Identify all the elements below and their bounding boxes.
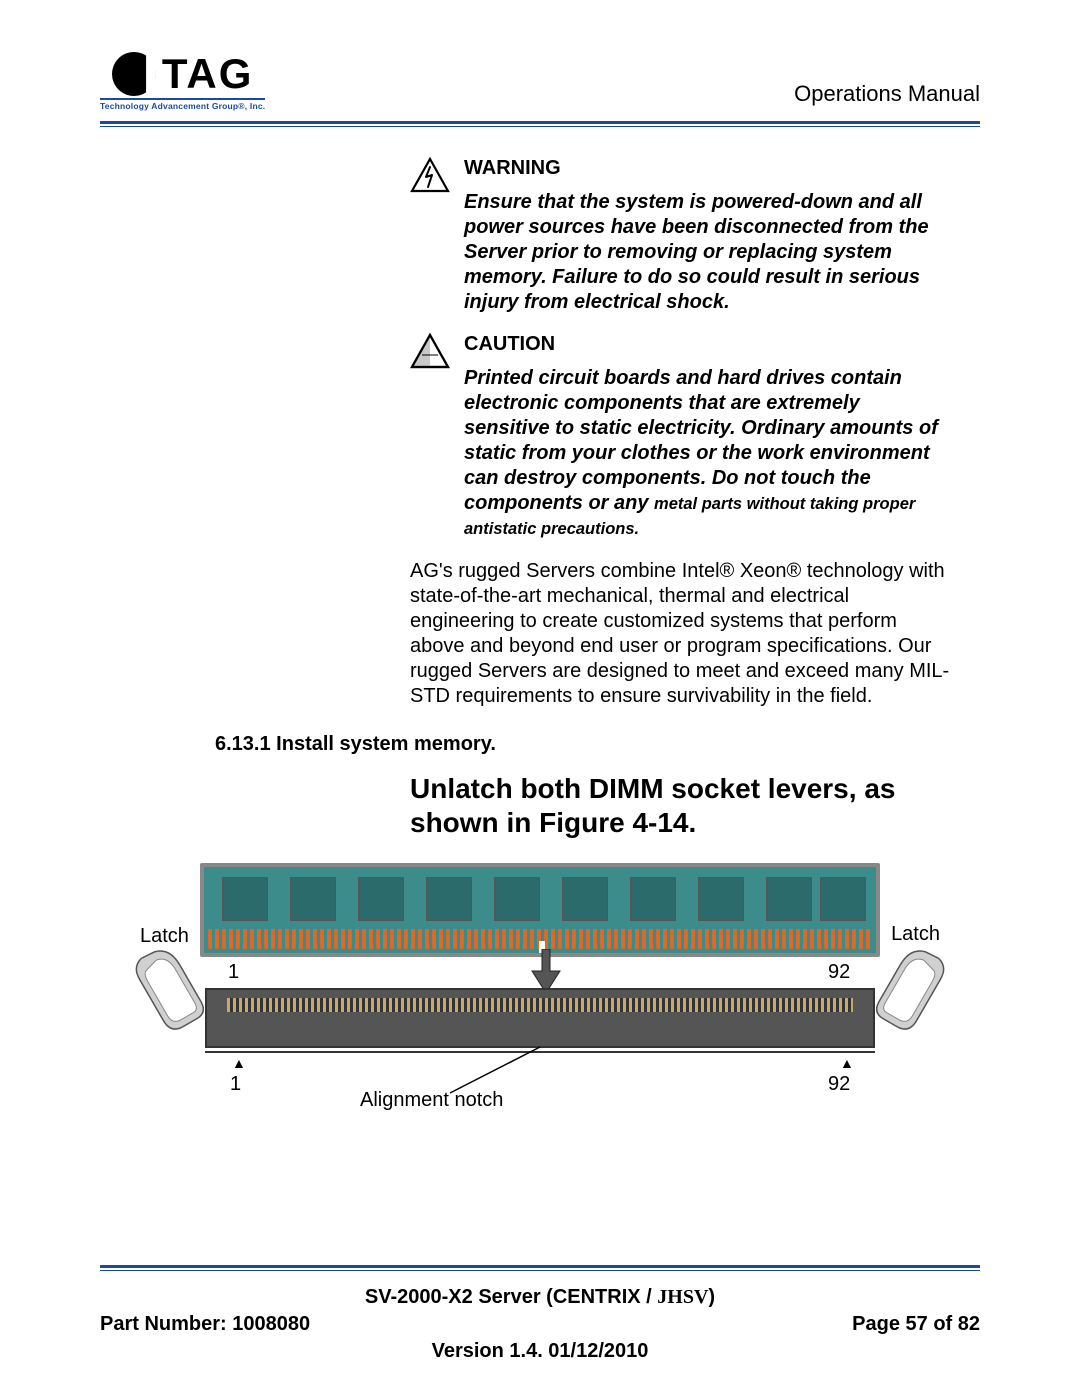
page-header: TAG Technology Advancement Group®, Inc. … xyxy=(100,50,980,115)
warning-block: WARNING Ensure that the system is powere… xyxy=(410,157,950,315)
footer: SV-2000-X2 Server (CENTRIX / JHSV) Part … xyxy=(100,1286,980,1363)
header-title: Operations Manual xyxy=(794,81,980,107)
tri-right: ▲ xyxy=(840,1055,854,1071)
dimm-module xyxy=(200,863,880,957)
description-text: AG's rugged Servers combine Intel® Xeon®… xyxy=(410,559,950,709)
caution-body-main: Printed circuit boards and hard drives c… xyxy=(464,367,938,514)
label-pin92-top: 92 xyxy=(828,961,850,984)
logo-subtitle: Technology Advancement Group®, Inc. xyxy=(100,98,265,111)
logo: TAG Technology Advancement Group®, Inc. xyxy=(100,50,265,111)
socket-slot xyxy=(227,998,853,1012)
footer-page: Page 57 of 82 xyxy=(852,1313,980,1336)
label-pin1-top: 1 xyxy=(228,961,239,984)
section-title: Install system memory. xyxy=(276,733,496,755)
header-divider xyxy=(100,121,980,127)
caution-title: CAUTION xyxy=(464,333,950,356)
label-pin1-bot: 1 xyxy=(230,1073,241,1096)
warning-title: WARNING xyxy=(464,157,950,180)
label-alignment: Alignment notch xyxy=(360,1089,503,1112)
logo-icon xyxy=(112,52,156,96)
tri-left: ▲ xyxy=(232,1055,246,1071)
dimm-socket xyxy=(205,988,875,1048)
logo-text: TAG xyxy=(162,50,254,98)
footer-part: Part Number: 1008080 xyxy=(100,1313,310,1336)
warning-body: Ensure that the system is powered-down a… xyxy=(464,190,950,315)
section-heading: 6.13.1 Install system memory. xyxy=(215,733,980,756)
figure-instruction: Unlatch both DIMM socket levers, as show… xyxy=(410,772,980,839)
caution-icon xyxy=(410,333,450,369)
footer-divider xyxy=(100,1265,980,1271)
arrow-down-icon xyxy=(530,949,562,993)
dimm-figure: Latch Latch 1 92 ▲ 1 ▲ 92 xyxy=(100,853,980,1133)
label-pin92-bot: 92 xyxy=(828,1073,850,1096)
caution-body: Printed circuit boards and hard drives c… xyxy=(464,366,950,541)
warning-icon xyxy=(410,157,450,193)
footer-version: Version 1.4. 01/12/2010 xyxy=(100,1340,980,1363)
section-number: 6.13.1 xyxy=(215,733,271,755)
caution-block: CAUTION Printed circuit boards and hard … xyxy=(410,333,950,541)
footer-model: SV-2000-X2 Server (CENTRIX / JHSV) xyxy=(100,1286,980,1309)
